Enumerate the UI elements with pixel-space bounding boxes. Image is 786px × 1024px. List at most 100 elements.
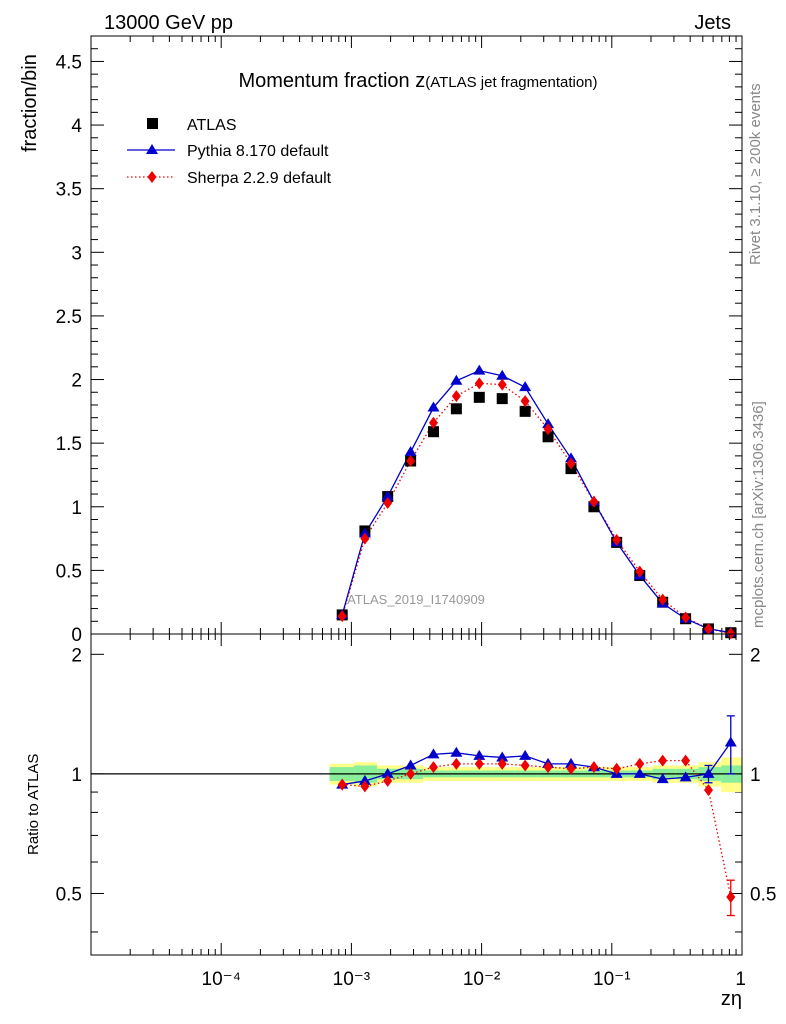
ratio-sherpa-point bbox=[543, 761, 553, 774]
main-panel: 0 0.5 1 1.5 2 2.5 3 3.5 4 4.5 bbox=[56, 35, 743, 646]
sherpa-point bbox=[658, 593, 668, 606]
atlas-point bbox=[427, 426, 439, 438]
sherpa-point bbox=[337, 610, 347, 623]
atlas-point bbox=[473, 391, 485, 403]
x-tick-label: 1 bbox=[735, 969, 746, 990]
atlas-point bbox=[496, 393, 508, 405]
rivet-label: Rivet 3.1.10, ≥ 200k events bbox=[747, 83, 764, 265]
main-y-tick-label: 4.5 bbox=[56, 52, 82, 73]
ratio-y-tick-label-right: 0.5 bbox=[750, 884, 776, 905]
main-y-tick-label: 2 bbox=[71, 371, 82, 392]
sherpa-point bbox=[543, 423, 553, 436]
ratio-sherpa-point bbox=[520, 759, 530, 772]
header-right: Jets bbox=[694, 12, 731, 34]
ratio-pythia-point bbox=[496, 751, 509, 762]
ratio-sherpa-point bbox=[474, 757, 484, 770]
sherpa-point bbox=[428, 416, 438, 429]
legend-pythia-marker bbox=[146, 144, 158, 154]
ratio-pythia-point bbox=[633, 767, 646, 778]
header-left: 13000 GeV pp bbox=[104, 12, 233, 34]
x-axis-label: zη bbox=[721, 988, 742, 1010]
ratio-y-tick-label-right: 1 bbox=[750, 765, 761, 786]
sherpa-point bbox=[474, 377, 484, 390]
ratio-pythia-point bbox=[656, 773, 669, 784]
main-y-tick-label: 2.5 bbox=[56, 307, 82, 328]
pythia-point bbox=[404, 446, 417, 457]
ratio-pythia-point bbox=[519, 749, 532, 760]
x-tick-label: 10⁻¹ bbox=[593, 969, 631, 990]
ratio-pythia-point bbox=[427, 748, 440, 759]
ratio-sherpa-point bbox=[406, 767, 416, 780]
pythia-point bbox=[542, 418, 555, 429]
main-y-tick-label: 3 bbox=[71, 243, 82, 264]
ratio-sherpa-point bbox=[337, 778, 347, 791]
ratio-pythia-point bbox=[381, 767, 394, 778]
watermark: ATLAS_2019_I1740909 bbox=[347, 592, 485, 607]
ratio-sherpa-point bbox=[681, 754, 691, 767]
main-y-tick-label: 1.5 bbox=[56, 434, 82, 455]
legend-sherpa-marker bbox=[147, 171, 157, 183]
ratio-y-tick-label-left: 1 bbox=[71, 765, 82, 786]
x-tick-label: 10⁻⁴ bbox=[202, 969, 241, 990]
main-y-tick-label: 0.5 bbox=[56, 561, 82, 582]
pythia-point bbox=[427, 401, 440, 412]
mcplots-label: mcplots.cern.ch [arXiv:1306.3436] bbox=[750, 401, 767, 628]
sherpa-point bbox=[635, 565, 645, 578]
x-tick-label: 10⁻³ bbox=[333, 969, 371, 990]
ratio-y-tick-label-left: 2 bbox=[71, 645, 82, 666]
ratio-sherpa-point bbox=[451, 757, 461, 770]
plot-title-main: Momentum fraction z bbox=[238, 70, 425, 92]
sherpa-point bbox=[589, 495, 599, 508]
pythia-point bbox=[519, 381, 532, 392]
ratio-y-tick-label-right: 2 bbox=[750, 645, 761, 666]
sherpa-point bbox=[451, 390, 461, 403]
sherpa-point bbox=[520, 395, 530, 408]
sherpa-point bbox=[406, 454, 416, 467]
ratio-panel: 10⁻⁴ 10⁻³ 10⁻² 10⁻¹ 1 0.5 0.5 1 1 2 2 bbox=[56, 633, 776, 990]
atlas-point bbox=[450, 403, 462, 415]
legend: ATLAS Pythia 8.170 default Sherpa 2.2.9 … bbox=[127, 117, 332, 187]
ratio-sherpa-point bbox=[589, 761, 599, 774]
plot-title-suffix: (ATLAS jet fragmentation) bbox=[425, 74, 597, 91]
plot-title: Momentum fraction z(ATLAS jet fragmentat… bbox=[238, 70, 597, 92]
ratio-pythia-point bbox=[358, 774, 371, 785]
x-tick-label: 10⁻² bbox=[463, 969, 501, 990]
pythia-point bbox=[358, 527, 371, 538]
pythia-point bbox=[381, 490, 394, 501]
pythia-point bbox=[496, 369, 509, 380]
ratio-sherpa-point bbox=[497, 757, 507, 770]
pythia-point bbox=[565, 452, 578, 463]
sherpa-point bbox=[704, 622, 714, 635]
main-y-tick-label: 0 bbox=[71, 625, 82, 646]
ratio-pythia-point bbox=[473, 749, 486, 760]
ratio-sherpa-point bbox=[383, 774, 393, 787]
ratio-pythia-point bbox=[702, 767, 715, 778]
ratio-sherpa-point bbox=[566, 762, 576, 775]
sherpa-point bbox=[681, 611, 691, 624]
sherpa-point bbox=[383, 496, 393, 509]
ratio-pythia-point bbox=[679, 771, 692, 782]
main-y-tick-label: 3.5 bbox=[56, 180, 82, 201]
ratio-pythia-point bbox=[724, 736, 737, 747]
pythia-point bbox=[450, 374, 463, 385]
legend-sherpa-label: Sherpa 2.2.9 default bbox=[187, 170, 332, 187]
ratio-pythia-point bbox=[450, 746, 463, 757]
legend-atlas-label: ATLAS bbox=[187, 117, 237, 134]
ratio-sherpa-point bbox=[704, 784, 714, 797]
atlas-point bbox=[519, 405, 531, 417]
pythia-point bbox=[473, 364, 486, 375]
ratio-plot-frame bbox=[90, 633, 743, 956]
ratio-sherpa-point bbox=[428, 761, 438, 774]
sherpa-point bbox=[726, 627, 736, 640]
sherpa-point bbox=[360, 532, 370, 545]
main-y-tick-label: 1 bbox=[71, 498, 82, 519]
sherpa-point bbox=[497, 378, 507, 391]
legend-atlas-marker bbox=[147, 118, 158, 129]
ratio-sherpa-point bbox=[635, 757, 645, 770]
main-y-axis-label: fraction/bin bbox=[19, 54, 41, 152]
ratio-sherpa-point bbox=[612, 762, 622, 775]
atlas-point bbox=[542, 431, 554, 443]
ratio-sherpa-point bbox=[360, 780, 370, 793]
sherpa-point bbox=[612, 533, 622, 546]
